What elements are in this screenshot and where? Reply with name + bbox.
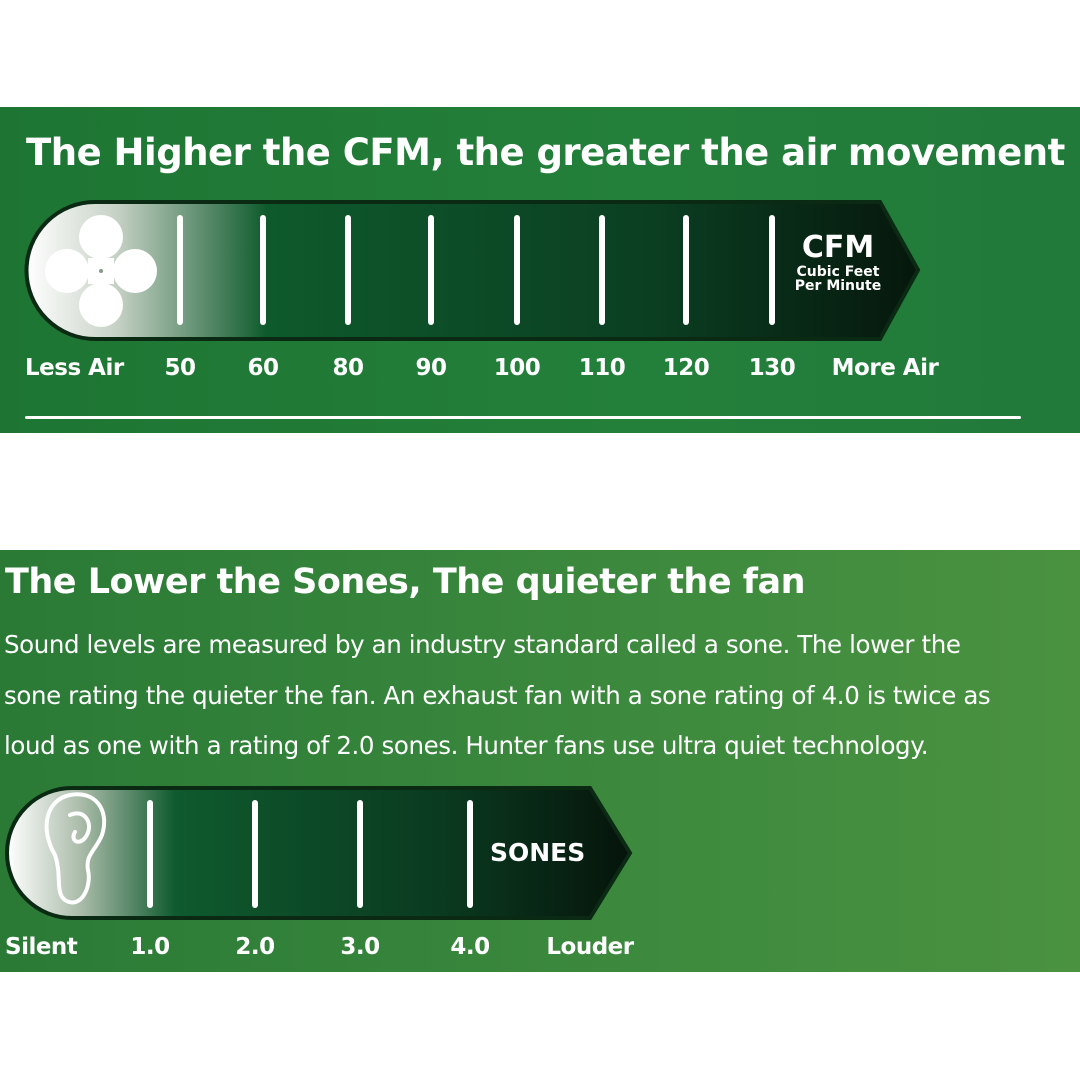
sones-min-label: Silent bbox=[5, 934, 78, 960]
divider-line bbox=[25, 416, 1021, 419]
sones-description: Sound levels are measured by an industry… bbox=[4, 620, 1080, 772]
sones-tick-label: 2.0 bbox=[235, 934, 275, 960]
sones-unit-label: SONES bbox=[490, 838, 586, 867]
description-line: Sound levels are measured by an industry… bbox=[4, 630, 961, 659]
cfm-tick-label: 60 bbox=[247, 355, 279, 381]
cfm-tick-label: 50 bbox=[164, 355, 196, 381]
description-line: loud as one with a rating of 2.0 sones. … bbox=[4, 731, 929, 760]
cfm-tick-mark bbox=[769, 215, 775, 325]
cfm-unit-label: CFM Cubic Feet Per Minute bbox=[790, 230, 886, 294]
sones-tick-label: 3.0 bbox=[340, 934, 380, 960]
sones-panel: The Lower the Sones, The quieter the fan… bbox=[0, 550, 1080, 972]
cfm-tick-label: 110 bbox=[578, 355, 626, 381]
cfm-tick-label: 90 bbox=[415, 355, 447, 381]
sones-max-label: Louder bbox=[546, 934, 634, 960]
sones-tick-label: 4.0 bbox=[450, 934, 490, 960]
cfm-tick-mark bbox=[428, 215, 434, 325]
sones-tick-mark bbox=[147, 800, 153, 908]
ear-icon bbox=[44, 792, 107, 905]
cfm-tick-label: 130 bbox=[748, 355, 796, 381]
cfm-tick-label: 120 bbox=[662, 355, 710, 381]
sones-tick-mark bbox=[467, 800, 473, 908]
cfm-tick-mark bbox=[514, 215, 520, 325]
cfm-scale-bar bbox=[24, 200, 921, 341]
cfm-unit-abbr: CFM bbox=[801, 230, 875, 265]
cfm-tick-mark bbox=[599, 215, 605, 325]
cfm-max-label: More Air bbox=[831, 355, 939, 381]
cfm-tick-mark bbox=[345, 215, 351, 325]
sones-scale-bar bbox=[5, 786, 633, 920]
cfm-unit-line1: Cubic Feet bbox=[796, 264, 880, 280]
cfm-tick-label: 80 bbox=[332, 355, 364, 381]
fan-icon bbox=[45, 215, 157, 327]
sones-tick-mark bbox=[357, 800, 363, 908]
cfm-tick-mark bbox=[177, 215, 183, 325]
sones-tick-mark bbox=[252, 800, 258, 908]
cfm-panel: The Higher the CFM, the greater the air … bbox=[0, 107, 1080, 433]
cfm-tick-mark bbox=[260, 215, 266, 325]
sones-tick-label: 1.0 bbox=[130, 934, 170, 960]
cfm-tick-mark bbox=[683, 215, 689, 325]
cfm-title: The Higher the CFM, the greater the air … bbox=[26, 131, 1065, 174]
cfm-unit-line2: Per Minute bbox=[794, 278, 882, 294]
cfm-tick-label: 100 bbox=[493, 355, 541, 381]
description-line: sone rating the quieter the fan. An exha… bbox=[4, 680, 991, 710]
sones-title: The Lower the Sones, The quieter the fan bbox=[5, 562, 806, 602]
cfm-min-label: Less Air bbox=[25, 355, 124, 381]
